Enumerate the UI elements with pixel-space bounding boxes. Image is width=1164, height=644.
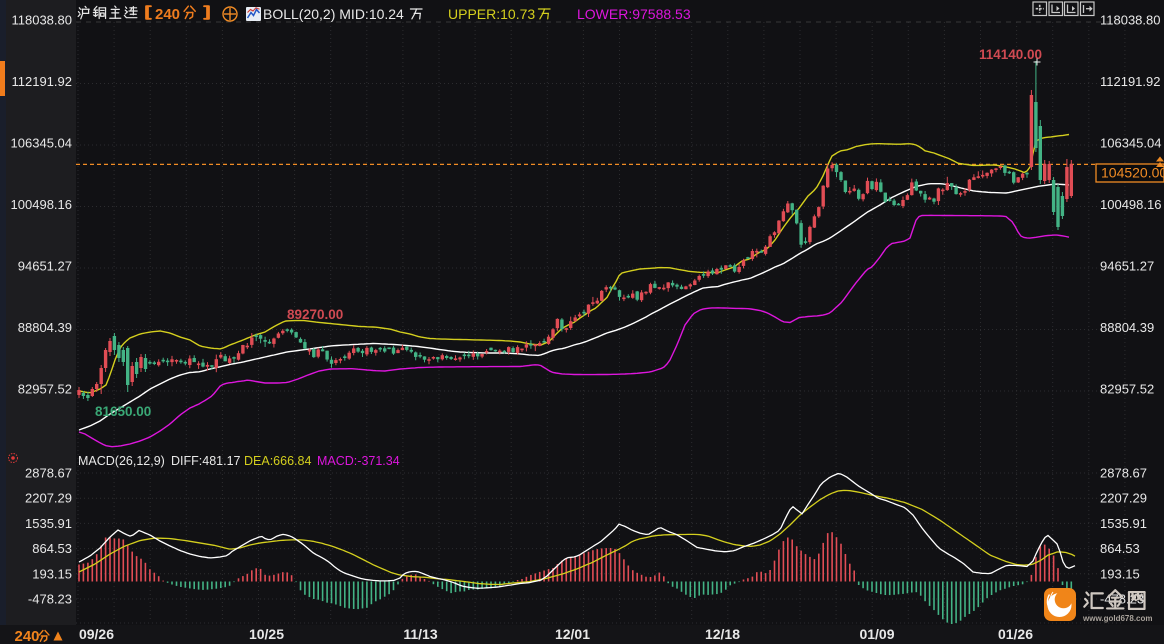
svg-text:89270.00: 89270.00 <box>287 307 343 322</box>
svg-text:82957.52: 82957.52 <box>1100 382 1154 397</box>
svg-text:193.15: 193.15 <box>32 566 72 581</box>
svg-text:106345.04: 106345.04 <box>1100 136 1161 151</box>
svg-text:12/18: 12/18 <box>705 626 740 642</box>
svg-text:118038.80: 118038.80 <box>12 13 73 28</box>
svg-text:DEA:666.84: DEA:666.84 <box>244 454 311 468</box>
svg-text:1535.91: 1535.91 <box>25 516 72 531</box>
svg-text:100498.16: 100498.16 <box>1100 197 1161 212</box>
svg-text:104520.00: 104520.00 <box>1101 165 1164 181</box>
svg-text:114140.00: 114140.00 <box>979 47 1042 62</box>
svg-text:2207.29: 2207.29 <box>25 491 72 506</box>
svg-text:106345.04: 106345.04 <box>11 136 72 151</box>
svg-text:864.53: 864.53 <box>1100 541 1140 556</box>
svg-text:LOWER:97588.53: LOWER:97588.53 <box>577 6 691 22</box>
svg-text:www.gold678.com: www.gold678.com <box>1082 614 1153 623</box>
svg-text:864.53: 864.53 <box>32 541 72 556</box>
svg-text:2878.67: 2878.67 <box>25 466 72 481</box>
svg-text:2207.29: 2207.29 <box>1100 491 1147 506</box>
svg-text:11/13: 11/13 <box>403 626 437 642</box>
svg-text:118038.80: 118038.80 <box>1100 13 1161 28</box>
svg-text:01/26: 01/26 <box>998 626 1033 642</box>
svg-text:112191.92: 112191.92 <box>1100 74 1161 89</box>
svg-text:240: 240 <box>15 628 40 644</box>
svg-text:-478.23: -478.23 <box>28 592 72 607</box>
svg-text:240: 240 <box>155 6 180 23</box>
svg-text:82957.52: 82957.52 <box>18 382 72 397</box>
svg-text:2878.67: 2878.67 <box>1100 466 1147 481</box>
svg-text:12/01: 12/01 <box>555 626 590 642</box>
svg-text:MACD:-371.34: MACD:-371.34 <box>317 454 400 468</box>
svg-text:193.15: 193.15 <box>1100 566 1140 581</box>
svg-text:DIFF:481.17: DIFF:481.17 <box>171 454 241 468</box>
svg-text:10/25: 10/25 <box>249 626 284 642</box>
svg-text:88804.39: 88804.39 <box>1100 320 1154 335</box>
svg-text:BOLL(20,2) MID:10.24: BOLL(20,2) MID:10.24 <box>263 6 404 22</box>
svg-text:UPPER:10.73: UPPER:10.73 <box>448 6 535 22</box>
svg-text:81650.00: 81650.00 <box>95 404 151 419</box>
svg-text:09/26: 09/26 <box>79 626 114 642</box>
svg-text:100498.16: 100498.16 <box>11 197 72 212</box>
svg-text:01/09: 01/09 <box>859 626 894 642</box>
svg-text:94651.27: 94651.27 <box>18 259 72 274</box>
svg-text:112191.92: 112191.92 <box>12 74 73 89</box>
svg-text:88804.39: 88804.39 <box>18 320 72 335</box>
svg-text:1535.91: 1535.91 <box>1100 516 1147 531</box>
svg-text:MACD(26,12,9): MACD(26,12,9) <box>78 454 165 468</box>
svg-text:94651.27: 94651.27 <box>1100 259 1154 274</box>
